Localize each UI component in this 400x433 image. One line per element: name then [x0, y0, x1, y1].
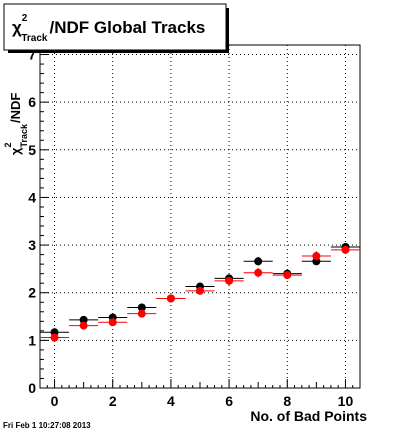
chart-title: χ2 Track/NDF Global Tracks — [12, 13, 205, 44]
y-axis-title: χ2 Track/NDF — [3, 93, 29, 155]
data-point — [312, 252, 321, 261]
y-tick-label: 2 — [28, 285, 36, 301]
data-point — [137, 303, 146, 312]
data-series — [40, 242, 360, 342]
ytitle-sup: 2 — [3, 143, 13, 148]
x-axis-title: No. of Bad Points — [250, 408, 367, 424]
ytitle-rest: /NDF — [8, 93, 23, 123]
data-point — [108, 318, 117, 327]
title-box-shadow-bottom — [8, 50, 229, 53]
y-tick-label: 5 — [28, 142, 36, 158]
axis-ticks — [39, 44, 361, 389]
x-tick-label: 4 — [167, 393, 175, 409]
ytitle-chi: χ — [8, 147, 23, 155]
data-point — [254, 257, 263, 266]
title-box-frame — [3, 3, 227, 51]
ytitle-sub: Track — [19, 123, 29, 148]
title-rest: /NDF Global Tracks — [50, 18, 206, 37]
y-tick-label: 0 — [28, 380, 36, 396]
y-tick-label: 3 — [28, 237, 36, 253]
data-point — [254, 268, 263, 277]
chart-title-box: χ2 Track/NDF Global Tracks — [3, 3, 229, 53]
data-point — [50, 333, 59, 342]
footer-timestamp: Fri Feb 1 10:27:08 2013 — [3, 421, 91, 430]
title-sup: 2 — [22, 13, 28, 24]
data-point — [79, 315, 88, 324]
x-tick-label: 6 — [225, 393, 233, 409]
y-tick-label: 6 — [28, 94, 36, 110]
data-point — [225, 276, 234, 285]
data-point — [196, 286, 204, 295]
title-sub: Track — [21, 33, 48, 44]
data-point — [341, 245, 350, 254]
x-tick-labels: 0 2 4 6 8 10 — [51, 393, 354, 409]
data-point — [283, 271, 292, 280]
data-point — [137, 309, 146, 318]
data-point — [166, 294, 175, 303]
y-tick-labels: 0 1 2 3 4 5 6 7 — [28, 47, 36, 396]
title-chi: χ — [12, 18, 22, 37]
data-point — [79, 321, 88, 330]
y-tick-label: 7 — [28, 47, 36, 63]
x-tick-label: 0 — [51, 393, 59, 409]
y-tick-label: 4 — [28, 189, 36, 205]
x-tick-label: 8 — [283, 393, 291, 409]
series-1 — [40, 245, 360, 342]
x-tick-label: 2 — [109, 393, 117, 409]
title-box-shadow-right — [226, 8, 229, 53]
x-tick-label: 10 — [338, 393, 354, 409]
y-tick-label: 1 — [28, 332, 36, 348]
